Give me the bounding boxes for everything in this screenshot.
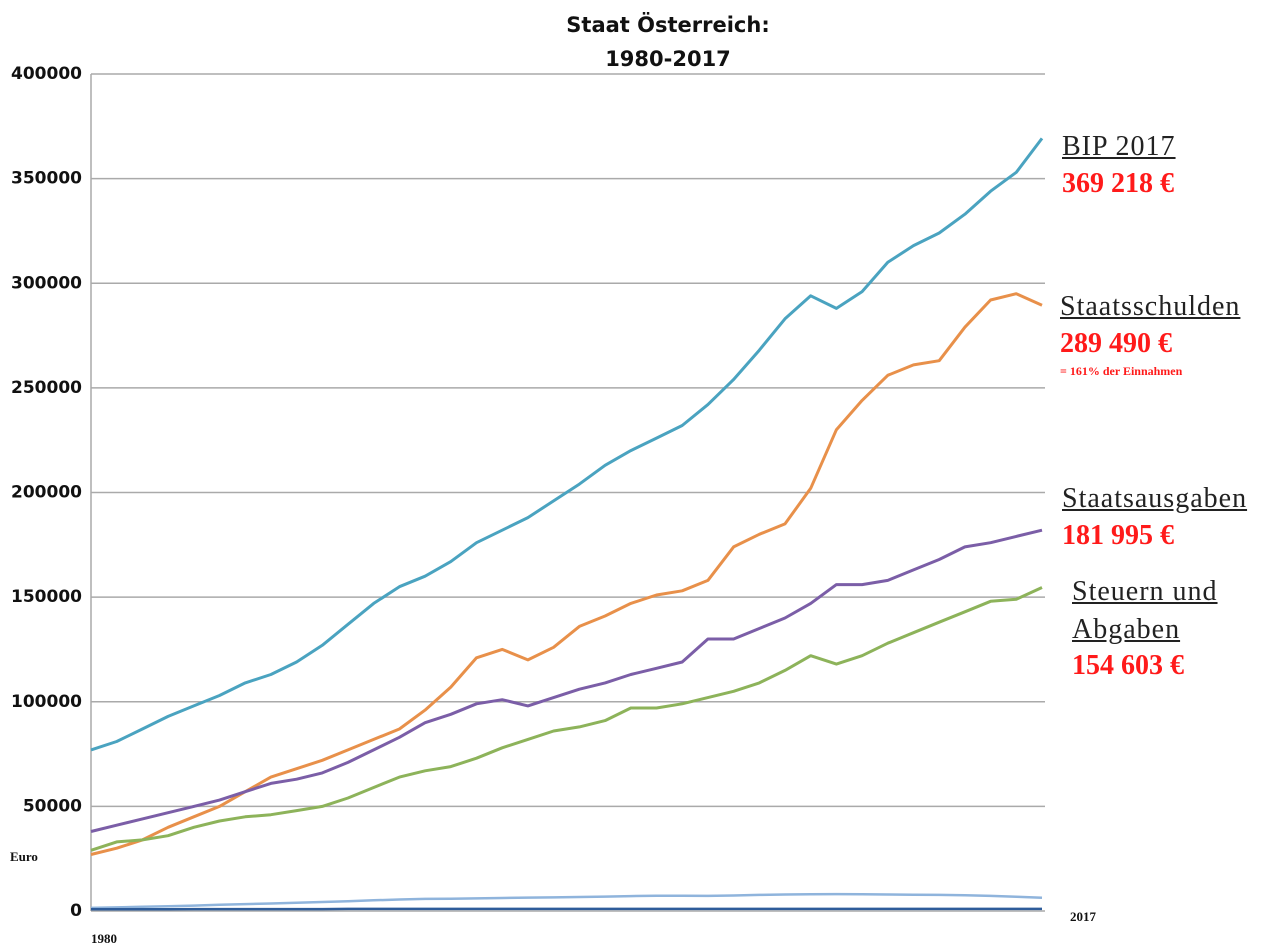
series-label: Staatsschulden <box>1060 291 1241 322</box>
chart-subtitle: 1980-2017 <box>605 47 731 71</box>
x-tick-label: 2017 <box>1070 909 1097 924</box>
series-line <box>90 137 1044 752</box>
series-line <box>90 528 1043 833</box>
y-axis-label: Euro <box>10 849 38 864</box>
series-label: BIP 2017 <box>1062 131 1176 162</box>
series-line <box>90 892 1043 910</box>
value-label: 369 218 € <box>1062 168 1174 199</box>
series-label: Steuern und Abgaben <box>1072 576 1218 645</box>
series-label: Staatsausgaben <box>1062 483 1248 514</box>
y-tick-label: 350000 <box>11 169 82 189</box>
series-line <box>90 586 1043 852</box>
y-tick-label: 100000 <box>11 692 82 712</box>
chart-title: Staat Österreich: <box>566 12 769 37</box>
value-label: 181 995 € <box>1062 520 1174 551</box>
annotation: = 161% der Einnahmen <box>1060 364 1183 378</box>
y-tick-label: 0 <box>70 901 82 921</box>
y-tick-label: 400000 <box>11 64 82 84</box>
value-label: 289 490 € <box>1060 328 1172 359</box>
y-tick-label: 150000 <box>11 587 82 607</box>
value-label: 154 603 € <box>1072 650 1184 681</box>
y-tick-label: 300000 <box>11 273 82 293</box>
y-tick-label: 250000 <box>11 378 82 398</box>
y-tick-label: 200000 <box>11 483 82 503</box>
y-tick-label: 50000 <box>23 796 82 816</box>
x-tick-label: 1980 <box>91 931 117 944</box>
